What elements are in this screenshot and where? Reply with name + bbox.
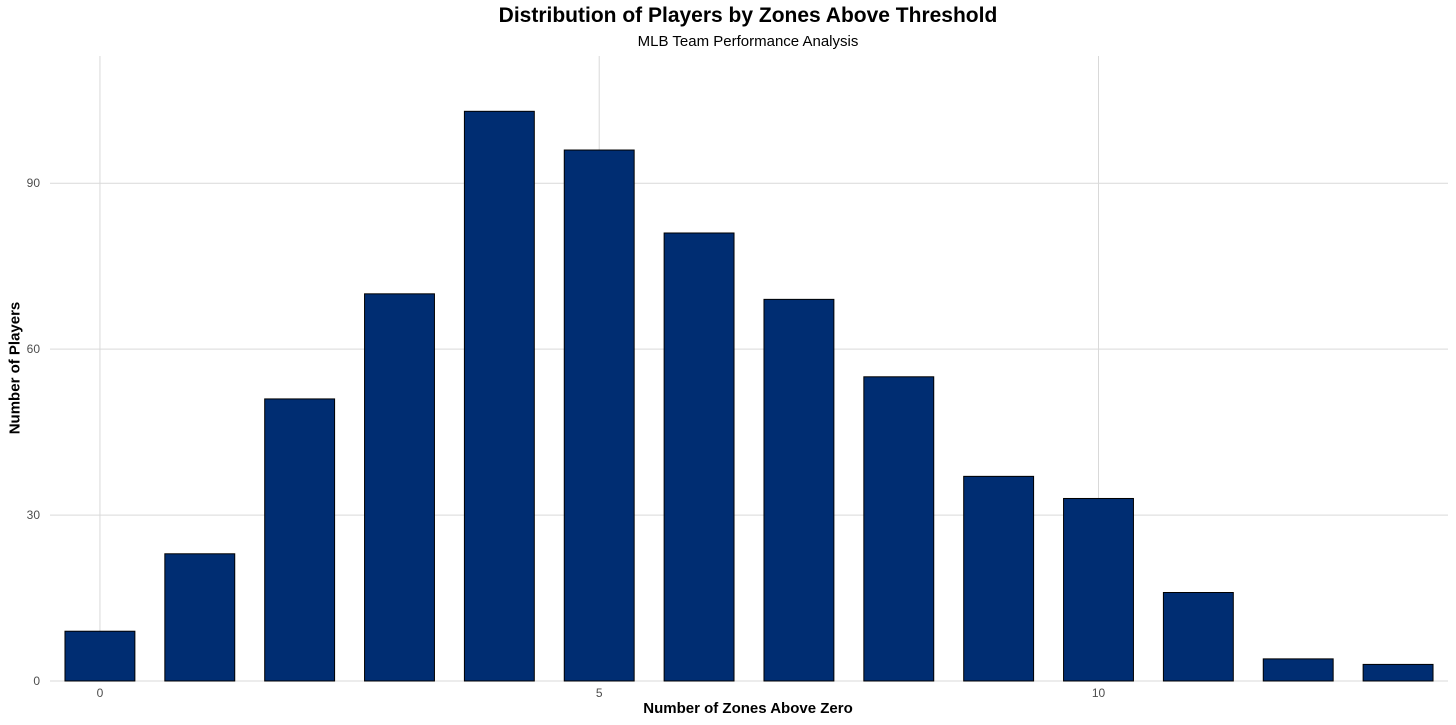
y-tick-label: 0 <box>33 674 40 688</box>
x-tick-label: 0 <box>97 686 104 700</box>
grid-lines <box>50 56 1448 682</box>
x-tick-labels: 0 5 10 <box>97 686 1106 700</box>
y-tick-label: 60 <box>27 342 41 356</box>
bar-4 <box>463 110 535 682</box>
bar-2 <box>264 398 336 682</box>
bar-10 <box>1063 497 1134 682</box>
chart-subtitle: MLB Team Performance Analysis <box>637 33 859 50</box>
y-tick-label: 30 <box>27 508 41 522</box>
x-tick-label: 10 <box>1092 686 1106 700</box>
chart-title: Distribution of Players by Zones Above T… <box>498 4 998 27</box>
bar-6 <box>663 232 735 682</box>
bar-12 <box>1262 658 1334 682</box>
y-tick-labels: 0 30 60 90 <box>27 176 41 688</box>
bar-5 <box>563 149 635 682</box>
bar-3 <box>364 293 435 682</box>
bars <box>64 110 1434 682</box>
x-tick-label: 5 <box>596 686 603 700</box>
bar-8 <box>863 376 935 682</box>
bar-7 <box>763 298 835 682</box>
bar-0 <box>64 630 136 682</box>
bar-11 <box>1162 592 1234 682</box>
bar-13 <box>1362 663 1434 682</box>
bar-9 <box>963 475 1035 682</box>
bar-1 <box>164 553 236 682</box>
y-tick-label: 90 <box>27 176 41 190</box>
x-axis-label: Number of Zones Above Zero <box>643 700 853 717</box>
